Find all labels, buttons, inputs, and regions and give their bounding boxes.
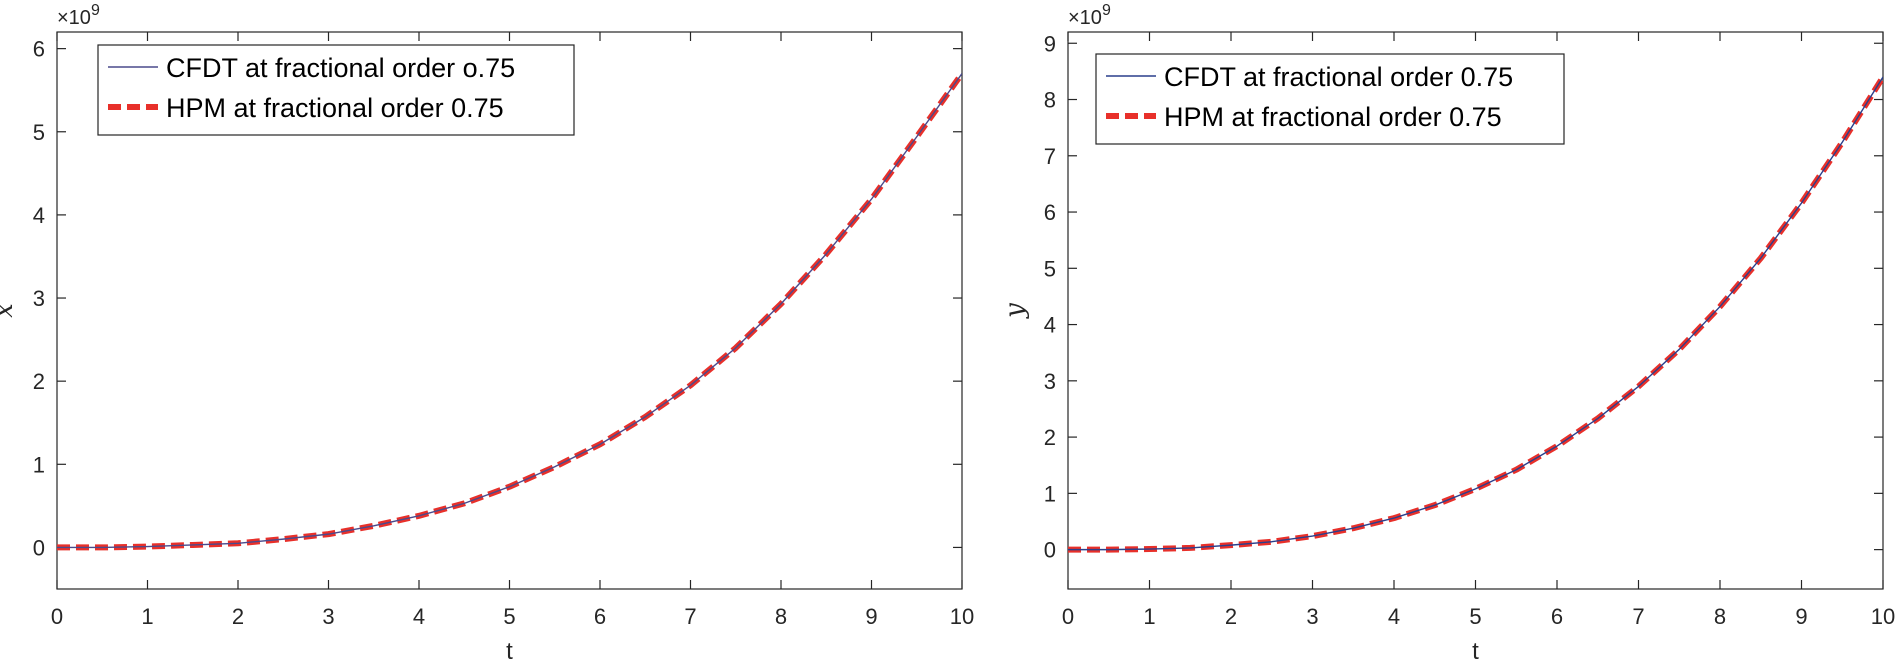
y-tick-label: 5 [33, 120, 45, 145]
y-tick-label: 3 [33, 286, 45, 311]
y-tick-label: 1 [33, 452, 45, 477]
y-tick-label: 4 [33, 203, 45, 228]
y-tick-label: 0 [33, 535, 45, 560]
exponent-label: ×109 [1068, 2, 1111, 29]
x-tick-label: 6 [1551, 604, 1563, 629]
legend: CFDT at fractional order 0.75 HPM at frac… [1095, 53, 1565, 145]
x-tick-label: 1 [141, 604, 153, 629]
x-tick-label: 5 [503, 604, 515, 629]
y-tick-label: 9 [1044, 31, 1056, 56]
legend-box [1095, 53, 1565, 145]
exponent-power: 9 [1102, 2, 1111, 19]
series-line-cfdt [1068, 76, 1883, 551]
y-axis-label: y [1000, 303, 1030, 319]
x-tick-label: 9 [1795, 604, 1807, 629]
x-tick-label: 3 [1306, 604, 1318, 629]
x-tick-label: 2 [1225, 604, 1237, 629]
exponent-base: ×10 [57, 7, 91, 29]
y-tick-label: 7 [1044, 144, 1056, 169]
x-tick-label: 9 [865, 604, 877, 629]
legend-entry: CFDT at fractional order 0.75 [1164, 62, 1513, 92]
series-line-cfdt [57, 73, 962, 549]
y-tick-label: 0 [1044, 538, 1056, 563]
x-tick-label: 7 [684, 604, 696, 629]
y-tick-label: 6 [33, 37, 45, 62]
x-tick-label: 4 [413, 604, 425, 629]
x-tick-label: 0 [51, 604, 63, 629]
x-tick-label: 8 [1714, 604, 1726, 629]
y-tick-label: 2 [1044, 425, 1056, 450]
x-tick-label: 6 [594, 604, 606, 629]
x-tick-label: 8 [775, 604, 787, 629]
x-tick-label: 10 [1871, 604, 1895, 629]
x-tick-label: 7 [1632, 604, 1644, 629]
legend-entry: HPM at fractional order 0.75 [166, 93, 504, 123]
y-tick-label: 1 [1044, 481, 1056, 506]
x-tick-label: 10 [950, 604, 974, 629]
y-tick-label: 3 [1044, 369, 1056, 394]
x-tick-label: 1 [1143, 604, 1155, 629]
x-tick-label: 0 [1062, 604, 1074, 629]
legend-entry: HPM at fractional order 0.75 [1164, 102, 1502, 132]
x-axis-label: t [506, 638, 513, 665]
y-tick-label: 4 [1044, 313, 1056, 338]
x-tick-label: 4 [1388, 604, 1400, 629]
legend-entry: CFDT at fractional order o.75 [166, 53, 515, 83]
exponent-label: ×109 [57, 2, 100, 29]
y-axis-label: x [0, 303, 19, 318]
legend-box [97, 44, 575, 136]
legend: CFDT at fractional order o.75 HPM at frac… [97, 44, 575, 136]
x-axis-label: t [1472, 638, 1479, 665]
x-tick-label: 5 [1469, 604, 1481, 629]
exponent-base: ×10 [1068, 7, 1102, 29]
x-tick-label: 3 [322, 604, 334, 629]
y-tick-label: 8 [1044, 88, 1056, 113]
y-tick-label: 2 [33, 369, 45, 394]
y-tick-label: 6 [1044, 200, 1056, 225]
exponent-power: 9 [91, 2, 100, 19]
y-tick-label: 5 [1044, 256, 1056, 281]
x-tick-label: 2 [232, 604, 244, 629]
